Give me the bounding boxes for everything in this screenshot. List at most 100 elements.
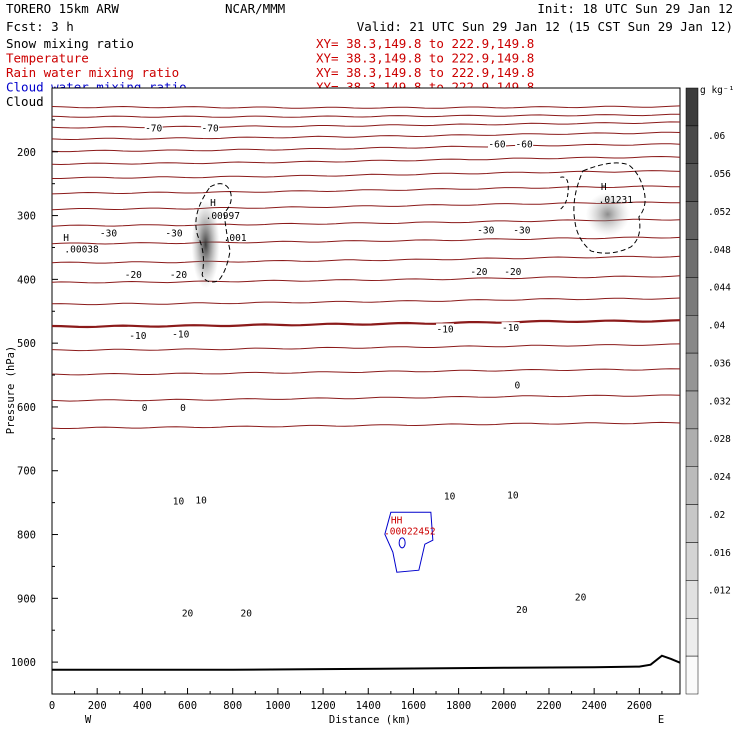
isotherm-label-bg	[440, 490, 459, 501]
isotherm-label-bg	[571, 591, 590, 602]
isotherm-label: 0	[180, 403, 186, 414]
isotherm-label: 20	[575, 592, 587, 603]
isotherm-label-bg	[128, 329, 147, 340]
isotherm-label: 20	[182, 608, 194, 619]
isotherm-m50	[51, 143, 681, 153]
isotherm-label: -30	[477, 226, 494, 237]
colorbar-label: .028	[708, 434, 731, 445]
colorbar-bin	[685, 428, 699, 467]
colorbar-bin	[685, 315, 699, 354]
cloud-ice-contour-east	[573, 162, 646, 254]
isotherm-label: -70	[202, 123, 219, 134]
colorbar-label: .044	[708, 283, 731, 294]
colorbar-label: .04	[708, 321, 725, 332]
isotherm-label: 10	[195, 495, 207, 506]
legend-entry-xy: XY= 38.3,149.8 to 222.9,149.8	[316, 51, 534, 66]
isotherm-15	[51, 394, 681, 402]
colorbar-label: .032	[708, 396, 731, 407]
colorbar-bin	[685, 618, 699, 657]
isotherm-label-bg	[169, 269, 188, 280]
extremum-label: .00022452	[384, 527, 435, 538]
isotherm-label-bg	[469, 265, 488, 276]
isotherm-m30	[51, 201, 681, 211]
isotherm-label-bg	[503, 265, 522, 276]
cloud-ice-contour-east-small	[559, 176, 569, 210]
x-tick-label: 600	[178, 700, 197, 712]
colorbar-bin	[685, 466, 699, 505]
isotherm-label-bg	[515, 138, 534, 149]
x-tick-label: 2600	[627, 700, 652, 712]
isotherm-m5	[51, 297, 681, 306]
x-tick-label: 1200	[310, 700, 335, 712]
legend-entry-name: Snow mixing ratio	[6, 36, 134, 51]
isotherm-label: 0	[142, 403, 148, 414]
colorbar-bin	[685, 542, 699, 581]
isotherm-label: -10	[172, 330, 189, 341]
isotherm-m15	[51, 255, 681, 264]
colorbar-bin	[685, 390, 699, 430]
isotherm-label: -30	[513, 226, 530, 237]
y-tick-label: 500	[17, 338, 36, 350]
colorbar-label: .016	[708, 548, 731, 559]
isotherm-label: -60	[488, 139, 505, 150]
y-tick-label: 200	[17, 147, 36, 159]
isotherm-label: -20	[170, 270, 187, 281]
isotherm-m25	[51, 218, 681, 227]
isotherm-label: -10	[129, 331, 146, 342]
colorbar-bin	[685, 201, 699, 240]
isotherm-label: 20	[516, 605, 528, 616]
isotherm-label: -10	[436, 324, 453, 335]
moisture-features	[191, 162, 646, 573]
colorbar-label: .012	[708, 586, 731, 597]
extremum-label: .00038	[64, 245, 99, 256]
isotherm-20	[51, 421, 681, 429]
isotherm-m45	[51, 155, 681, 166]
isotherm-label-bg	[192, 494, 211, 505]
x-axis-east-label: E	[658, 714, 664, 726]
isotherm-label-bg	[508, 379, 527, 390]
colorbar-bin	[685, 125, 699, 164]
y-tick-label: 600	[17, 402, 36, 414]
snow-shading-west	[191, 200, 220, 289]
isotherm-0	[51, 319, 681, 329]
isotherm-label-bg	[124, 269, 143, 280]
isotherm-label-bg	[99, 227, 118, 238]
header-model: TORERO 15km ARW	[6, 1, 119, 16]
legend-entry-name: Temperature	[6, 51, 89, 66]
colorbar-bin	[685, 504, 699, 543]
isotherm-label-bg	[488, 138, 507, 149]
colorbar-bin	[685, 163, 699, 202]
isotherm-m10	[51, 275, 681, 284]
y-axis-label: Pressure (hPa)	[5, 346, 17, 435]
legend-entry-xy: XY= 38.3,149.8 to 222.9,149.8	[316, 36, 534, 51]
isotherm-label-bg	[237, 607, 256, 618]
isotherm-m70	[51, 105, 681, 109]
isotherm-label-bg	[476, 224, 495, 235]
isotherm-label-bg	[201, 122, 220, 133]
colorbar-label: .06	[708, 131, 725, 142]
x-tick-label: 0	[49, 700, 55, 712]
isotherm-m65	[51, 113, 681, 118]
isotherm-label-bg	[164, 227, 183, 238]
isotherm-label-bg	[178, 607, 197, 618]
x-tick-label: 400	[133, 700, 152, 712]
isotherm-10	[51, 368, 681, 376]
temperature-labels: -70 -70 -60 -60 -30 -30 -30 -30 -20 -20 -20 -20 -10 -…	[99, 122, 590, 619]
isotherm-m35	[51, 185, 681, 195]
isotherm-label: -30	[100, 229, 117, 240]
x-axis: 0 200 400 600 800 1000 1200 1400 1600 1800 2000 220…	[49, 688, 663, 712]
isotherm-m55	[51, 131, 681, 141]
isotherm-m40	[52, 170, 681, 179]
y-axis: 200 300 400 500 600 700 800 900 1000	[11, 119, 58, 695]
isotherm-label: 10	[444, 492, 456, 503]
extremum-label: H	[63, 233, 69, 244]
x-tick-label: 1800	[446, 700, 471, 712]
colorbar-label: .024	[708, 472, 731, 483]
isotherm-label: -70	[145, 123, 162, 134]
x-tick-label: 2200	[536, 700, 561, 712]
isotherm-label-bg	[503, 489, 522, 500]
y-tick-label: 400	[17, 274, 36, 286]
colorbar-label: .048	[708, 245, 731, 256]
